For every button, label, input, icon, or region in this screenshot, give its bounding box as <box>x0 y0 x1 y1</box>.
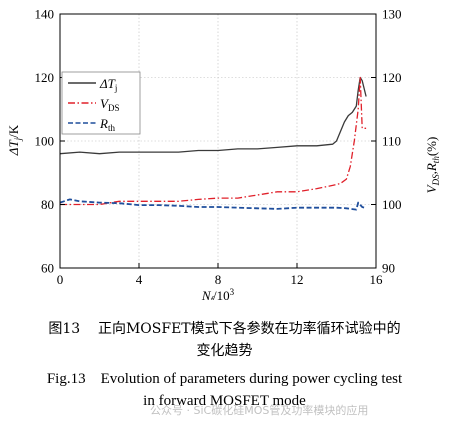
grid-lines <box>60 14 376 268</box>
caption-zh-label: 图13 <box>48 321 81 337</box>
y-left-tick-label: 120 <box>35 70 55 85</box>
series-line-1 <box>60 76 367 206</box>
x-axis-title: Nf/103 <box>201 287 235 300</box>
y-right-tick-label: 130 <box>382 7 402 22</box>
x-tick-label: 4 <box>136 272 143 287</box>
y-left-tick-label: 60 <box>41 261 54 276</box>
legend-label-dtj: ΔTj <box>99 76 117 93</box>
series-line-2 <box>59 198 367 211</box>
y-left-tick-label: 80 <box>41 197 54 212</box>
legend-label-rth: Rth <box>99 116 115 133</box>
caption-zh: 图13 正向MOSFET模式下各参数在功率循环试验中的 变化趋势 <box>0 318 449 362</box>
y-right-tick-label: 110 <box>382 134 401 149</box>
series-layer <box>59 76 367 211</box>
x-tick-label: 12 <box>291 272 304 287</box>
axis-ticks: 60 80 100 120 140 90 100 110 120 130 0 4 8 12 16 <box>35 7 402 288</box>
y-left-tick-label: 140 <box>35 7 55 22</box>
caption-zh-line2: 变化趋势 <box>196 343 253 359</box>
y-right-axis-title: VDS,Rth(%) <box>424 137 441 194</box>
caption-en-line2: in forward MOSFET mode <box>143 393 306 409</box>
legend: ΔTj VDS Rth <box>61 71 141 135</box>
series-line-0 <box>59 76 367 155</box>
x-tick-label: 8 <box>215 272 222 287</box>
y-right-tick-label: 90 <box>382 261 395 276</box>
y-left-tick-label: 100 <box>35 134 55 149</box>
watermark: 公众号 · SiC碳化硅MOS管及功率模块的应用 <box>150 404 369 417</box>
x-tick-label: 16 <box>370 272 384 287</box>
y-left-axis-title: ΔTj/K <box>6 124 23 156</box>
caption-zh-line1: 正向MOSFET模式下各参数在功率循环试验中的 <box>97 321 401 337</box>
x-tick-label: 0 <box>57 272 64 287</box>
caption-en-label: Fig.13 <box>46 371 86 387</box>
legend-label-vds: VDS <box>100 96 119 113</box>
chart: 60 80 100 120 140 90 100 110 120 130 0 4 8 12 16 ΔTj V… <box>6 7 441 301</box>
y-right-tick-label: 120 <box>382 70 402 85</box>
caption-en: Fig.13 Evolution of parameters during po… <box>0 368 449 412</box>
caption-en-line1: Evolution of parameters during power cyc… <box>100 371 403 387</box>
y-right-tick-label: 100 <box>382 197 402 212</box>
